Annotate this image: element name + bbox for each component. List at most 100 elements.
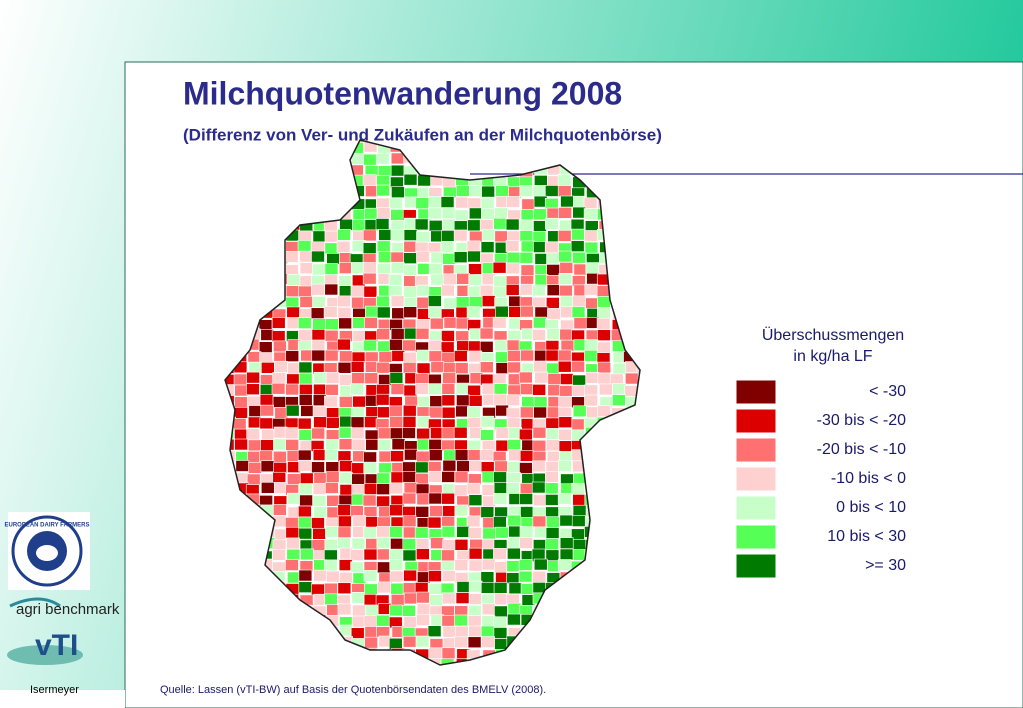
district [325,525,339,538]
district [312,483,327,495]
district [351,262,365,274]
district [403,592,418,605]
district [469,460,483,472]
district [351,537,366,550]
district [390,251,405,264]
logo-text: EUROPEAN DAIRY FARMERS [4,523,89,529]
district [455,196,469,209]
district [364,626,379,638]
district [324,242,339,255]
district [467,219,481,232]
district [415,461,429,474]
district [467,449,482,461]
district [494,339,509,352]
district [388,405,403,418]
district [456,581,471,593]
district [232,418,247,430]
district [443,362,457,374]
district [558,440,573,453]
district [533,220,547,232]
district [352,395,366,408]
district [234,384,249,397]
district [468,559,483,572]
district [440,341,455,354]
district [428,220,443,232]
legend-swatch [735,408,777,434]
district [612,362,627,375]
district [584,339,599,351]
district [468,580,483,593]
district [428,647,443,660]
district [429,395,444,407]
district [571,228,585,241]
district [456,526,470,538]
district [364,372,379,385]
district [453,350,468,362]
district [284,427,299,439]
district [467,340,482,353]
district [479,284,494,297]
district [532,515,547,528]
district [351,591,366,604]
district [363,285,378,298]
district [546,328,561,340]
district [377,581,391,594]
district [609,373,624,386]
district [585,372,600,384]
district [583,197,598,210]
district [351,372,365,384]
district [468,625,483,638]
district [442,505,457,517]
district [456,340,470,353]
district [456,394,470,407]
district [625,372,639,385]
district [365,438,379,451]
district [442,539,456,551]
district [391,307,406,320]
district [325,482,339,494]
district [494,506,508,519]
district [427,516,442,529]
district [377,340,391,353]
district [559,537,574,549]
district [298,372,313,385]
district [560,306,574,318]
district [520,240,535,253]
district [325,372,340,384]
district [415,483,430,496]
district [428,350,443,363]
district [442,372,456,384]
district [545,461,560,473]
district [378,251,392,263]
district [339,472,353,484]
district [493,217,507,230]
district [326,417,340,429]
district [338,559,353,571]
district [531,284,546,297]
legend-swatch [735,379,777,405]
district [573,317,588,330]
district [468,395,483,407]
district [441,230,455,242]
district [337,338,351,351]
district [508,525,522,538]
district [507,613,521,626]
district [597,372,612,385]
district [467,406,481,419]
district [468,494,483,506]
district [376,240,391,253]
district [300,548,314,561]
district [351,296,365,309]
district [557,349,572,362]
district [534,274,549,286]
district [468,604,482,617]
district [572,374,586,387]
district [454,362,469,374]
district [337,603,352,616]
district [441,615,456,627]
district [351,473,365,486]
district [389,559,403,571]
district [403,569,417,582]
district [558,250,572,263]
district [259,450,273,463]
